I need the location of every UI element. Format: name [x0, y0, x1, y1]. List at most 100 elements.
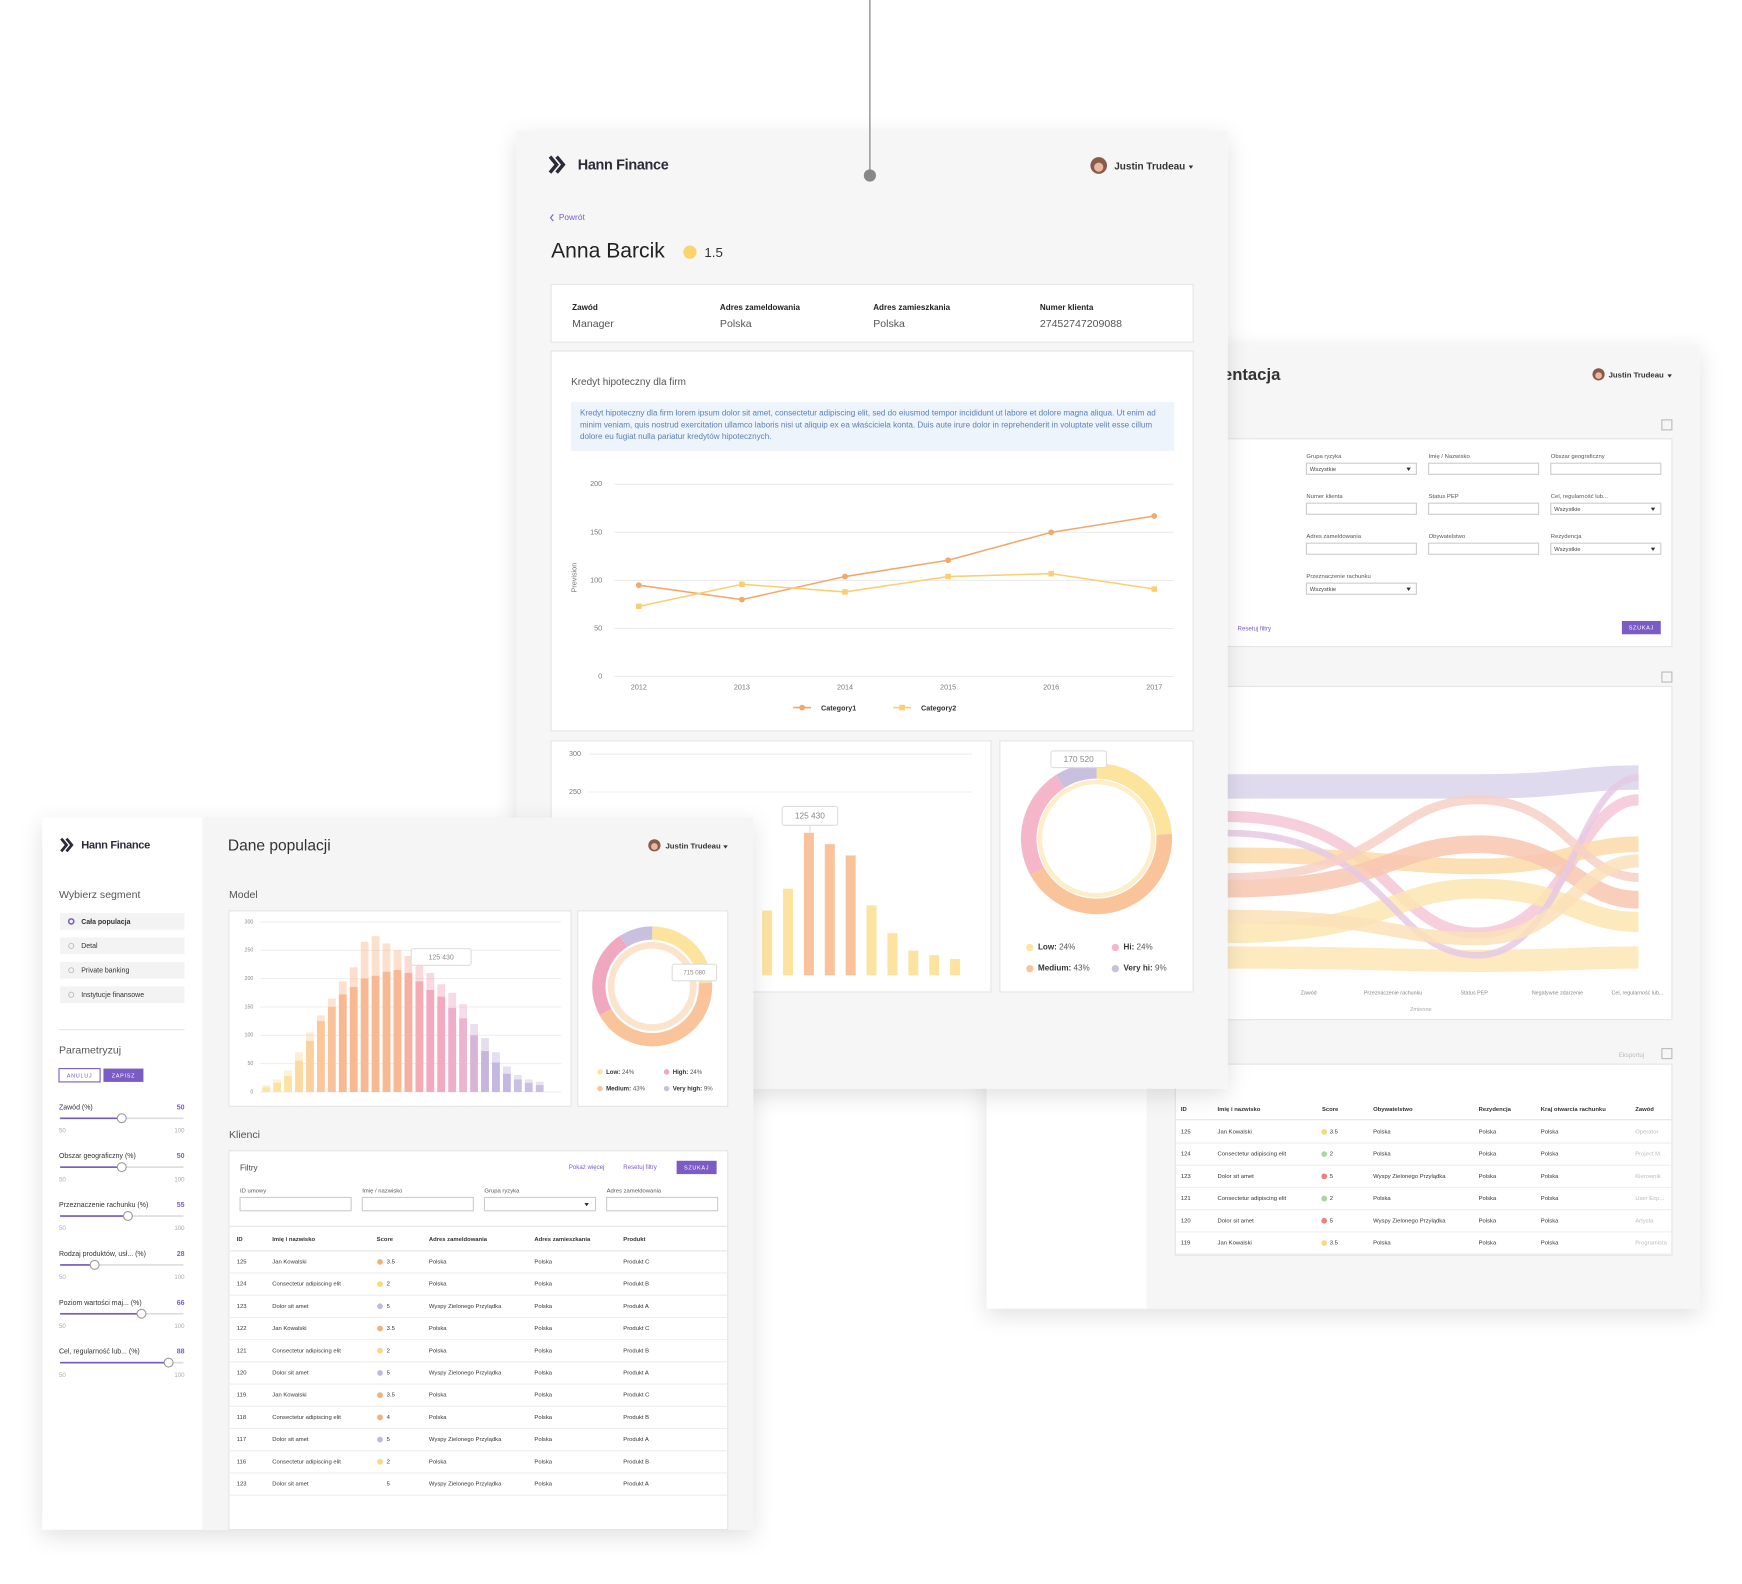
bar — [338, 994, 347, 1092]
table-cell: 5 — [387, 1437, 391, 1443]
slider-thumb[interactable] — [116, 1162, 127, 1173]
legend-name: High: — [673, 1069, 689, 1076]
table-cell: Jan Kowalski — [272, 1259, 306, 1265]
table-cell: Produkt B — [623, 1282, 649, 1288]
bar — [950, 958, 961, 976]
filter-input[interactable] — [1428, 462, 1540, 475]
info-card — [550, 283, 1194, 343]
filter-input[interactable] — [1305, 502, 1417, 515]
bar — [492, 1062, 500, 1092]
donut-slice — [620, 926, 653, 947]
filter-label: Imię / nazwisko — [362, 1188, 403, 1194]
filter-input[interactable] — [1428, 542, 1540, 555]
select-arrow — [1406, 467, 1411, 471]
bar — [783, 888, 794, 976]
save-button[interactable] — [103, 1068, 144, 1082]
description-text: Kredyt hipoteczny dla firm lorem ipsum d… — [579, 407, 1156, 441]
slider-fill — [60, 1117, 122, 1120]
donut-slice — [1020, 774, 1065, 876]
segment-option[interactable] — [60, 937, 185, 955]
filter-input[interactable] — [1305, 462, 1417, 475]
segment-option[interactable] — [60, 961, 185, 979]
y-tick-label: 250 — [569, 787, 581, 796]
legend-dot — [597, 1069, 603, 1075]
filter-label: Obywatelstwo — [1429, 534, 1466, 540]
table-cell: Polska — [1541, 1196, 1559, 1202]
table-header: ID — [1181, 1107, 1187, 1113]
filter-input[interactable] — [1550, 542, 1662, 555]
table-cell: Jan Kowalski — [272, 1326, 306, 1332]
segment-option[interactable] — [60, 913, 185, 930]
line-point — [635, 582, 642, 589]
select-arrow — [1650, 507, 1656, 511]
select-arrow — [584, 1202, 589, 1207]
legend-value: 43% — [1073, 964, 1089, 973]
radio — [68, 967, 75, 974]
table-cell: 120 — [237, 1370, 248, 1376]
slider-thumb[interactable] — [122, 1210, 133, 1221]
table-cell: Polska — [1373, 1241, 1391, 1247]
bar — [448, 1008, 457, 1092]
segment-label: Cała populacja — [81, 919, 130, 926]
slider-label: Przeznaczenie rachunku (%) — [59, 1202, 148, 1209]
table-cell: Produkt B — [623, 1459, 649, 1465]
slider-value: 88 — [177, 1349, 185, 1356]
line-point — [739, 581, 745, 588]
slider-thumb[interactable] — [116, 1113, 127, 1124]
filter-input[interactable] — [606, 1196, 719, 1212]
table-cell: Polska — [1373, 1129, 1391, 1135]
y-axis-label: Prevision — [569, 563, 578, 593]
table-cell: 3.5 — [387, 1393, 396, 1399]
filter-input[interactable] — [1428, 502, 1540, 515]
x-tick-label: 2013 — [734, 682, 750, 691]
filter-input[interactable] — [1305, 542, 1417, 555]
slider-min: 50 — [59, 1127, 66, 1134]
slider-min: 50 — [59, 1274, 66, 1281]
filter-label: Grupa ryzyka — [484, 1188, 520, 1194]
callout-box — [671, 963, 718, 982]
donut-slice — [1096, 763, 1172, 835]
segment-option[interactable] — [60, 986, 185, 1004]
table-cell: Operator — [1635, 1129, 1658, 1135]
search-button[interactable] — [1621, 620, 1661, 635]
slider-thumb[interactable] — [136, 1308, 147, 1319]
avatar-face — [651, 843, 658, 850]
back-chevron — [549, 214, 554, 222]
table-cell: 3.5 — [1330, 1129, 1339, 1135]
table-cell: Project M... — [1635, 1152, 1665, 1158]
table-cell: Polska — [429, 1282, 447, 1288]
show-more[interactable]: Pokaż więcej — [569, 1164, 605, 1171]
slider-fill — [60, 1215, 128, 1217]
slider-fill — [60, 1166, 122, 1169]
filter-input[interactable] — [1550, 502, 1662, 515]
segment-label: Private banking — [81, 968, 129, 975]
table-cell: Polska — [1373, 1196, 1391, 1202]
slider-thumb[interactable] — [163, 1357, 174, 1368]
params-title: Parametryzuj — [59, 1045, 121, 1057]
reset-link[interactable]: Resetuj filtry — [623, 1164, 657, 1171]
table-cell: User Exp... — [1635, 1196, 1664, 1202]
slider-min: 50 — [59, 1323, 66, 1330]
table-cell: Polska — [534, 1415, 552, 1421]
back-link[interactable]: Powrót — [559, 212, 586, 222]
filter-input[interactable] — [1550, 462, 1662, 475]
search-button[interactable] — [676, 1160, 717, 1175]
table-cell: Polska — [534, 1326, 552, 1332]
slider-max: 100 — [174, 1127, 185, 1134]
legend-name: Low: — [1038, 943, 1057, 952]
cancel-button[interactable] — [58, 1068, 101, 1083]
connector-dot — [863, 169, 876, 182]
filter-input[interactable] — [361, 1196, 474, 1212]
table-header: ID — [237, 1237, 243, 1243]
section-title: Model — [229, 889, 258, 901]
filter-input[interactable] — [483, 1196, 597, 1212]
slider-value: 28 — [177, 1251, 185, 1258]
filter-input[interactable] — [1305, 582, 1417, 595]
table-cell: Dolor sit amet — [1218, 1174, 1255, 1180]
table-cell: Programista — [1635, 1241, 1667, 1247]
table-cell: 121 — [1181, 1196, 1191, 1202]
filter-input[interactable] — [239, 1196, 352, 1212]
search-text: SZUKAJ — [684, 1165, 709, 1171]
slider-thumb[interactable] — [89, 1259, 100, 1270]
reset-link: Resetuj filtry — [1238, 625, 1272, 632]
